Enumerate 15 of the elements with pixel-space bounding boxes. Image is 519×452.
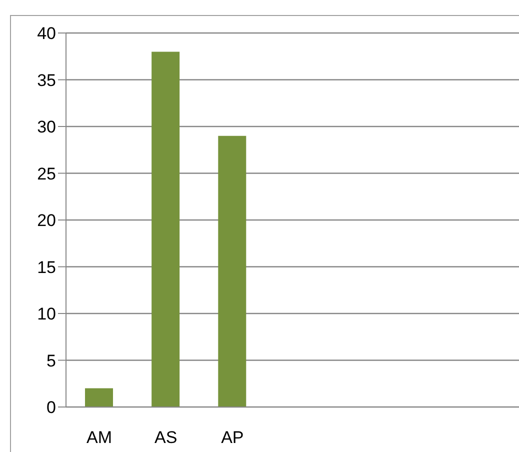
y-tick-label: 5	[46, 351, 56, 370]
x-tick-label: AP	[221, 428, 244, 448]
bar	[85, 388, 113, 407]
y-tick-label: 30	[37, 118, 56, 137]
bar	[218, 136, 246, 407]
y-tick-label: 10	[37, 304, 56, 324]
y-tick-label: 20	[37, 211, 56, 230]
y-tick-label: 0	[46, 398, 56, 418]
y-tick-label: 40	[37, 24, 56, 44]
x-tick-label: AM	[86, 428, 112, 448]
y-tick-label: 35	[37, 70, 56, 90]
x-tick-label: AS	[154, 428, 178, 448]
y-tick-label: 15	[37, 258, 56, 277]
y-tick-label: 25	[37, 164, 56, 184]
bar	[152, 52, 180, 407]
